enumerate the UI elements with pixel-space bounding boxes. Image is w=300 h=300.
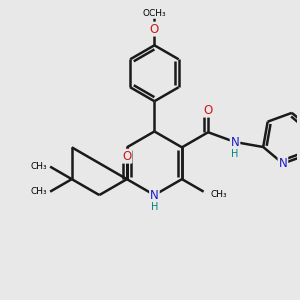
Text: CH₃: CH₃ — [31, 162, 47, 171]
Text: H: H — [151, 202, 158, 212]
Text: N: N — [278, 157, 287, 170]
Text: N: N — [231, 136, 239, 148]
Text: O: O — [203, 104, 213, 117]
Text: OCH₃: OCH₃ — [142, 9, 166, 18]
Text: O: O — [122, 150, 131, 163]
Text: N: N — [150, 188, 159, 202]
Text: CH₃: CH₃ — [31, 187, 47, 196]
Text: H: H — [231, 149, 239, 159]
Text: CH₃: CH₃ — [211, 190, 228, 199]
Text: O: O — [150, 22, 159, 36]
